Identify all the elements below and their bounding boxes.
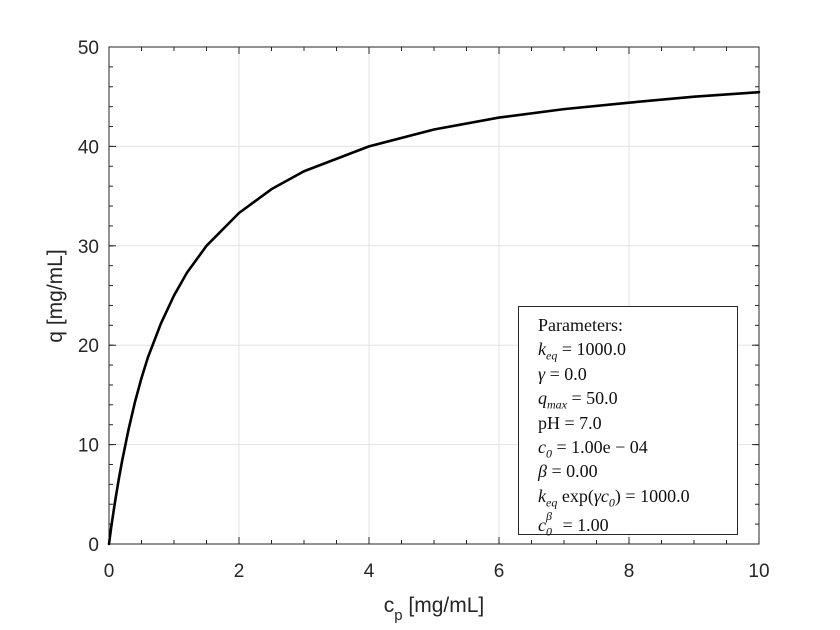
y-axis-label: q [mg/mL] — [44, 249, 67, 342]
legend-ph: pH = 7.0 — [538, 412, 602, 433]
legend-c0: c0 = 1.00e − 04 — [538, 436, 648, 461]
legend-keq: keq = 1000.0 — [538, 339, 626, 363]
parameters-legend: Parameters: keq = 1000.0 γ = 0.0 qmax = … — [518, 306, 738, 539]
tick-labels: 0 2 4 6 8 10 0 10 20 30 40 50 — [78, 38, 770, 582]
legend-gamma: γ = 0.0 — [538, 363, 587, 384]
x-tick-label: 6 — [494, 561, 505, 582]
series-line — [107, 90, 761, 546]
y-tick-label: 10 — [78, 436, 99, 457]
y-tick-label: 30 — [78, 237, 99, 258]
x-axis-label: cp [mg/mL] — [384, 594, 485, 624]
legend-qmax: qmax = 50.0 — [538, 388, 618, 412]
x-tick-label: 2 — [234, 561, 245, 582]
x-tick-label: 0 — [104, 561, 115, 582]
legend-keq-exp: keq exp(γc0) = 1000.0 — [538, 485, 690, 510]
x-tick-label: 8 — [624, 561, 635, 582]
y-tick-label: 40 — [78, 137, 99, 158]
y-tick-label: 0 — [88, 535, 99, 556]
x-tick-label: 4 — [364, 561, 375, 582]
y-tick-label: 20 — [78, 336, 99, 357]
legend-title: Parameters: — [538, 315, 623, 335]
legend-beta: β = 0.00 — [538, 461, 598, 482]
x-tick-label: 10 — [748, 561, 769, 582]
legend-c0-beta: c0β = 1.00 — [538, 509, 609, 539]
series-group — [107, 90, 761, 546]
y-tick-label: 50 — [78, 38, 99, 59]
